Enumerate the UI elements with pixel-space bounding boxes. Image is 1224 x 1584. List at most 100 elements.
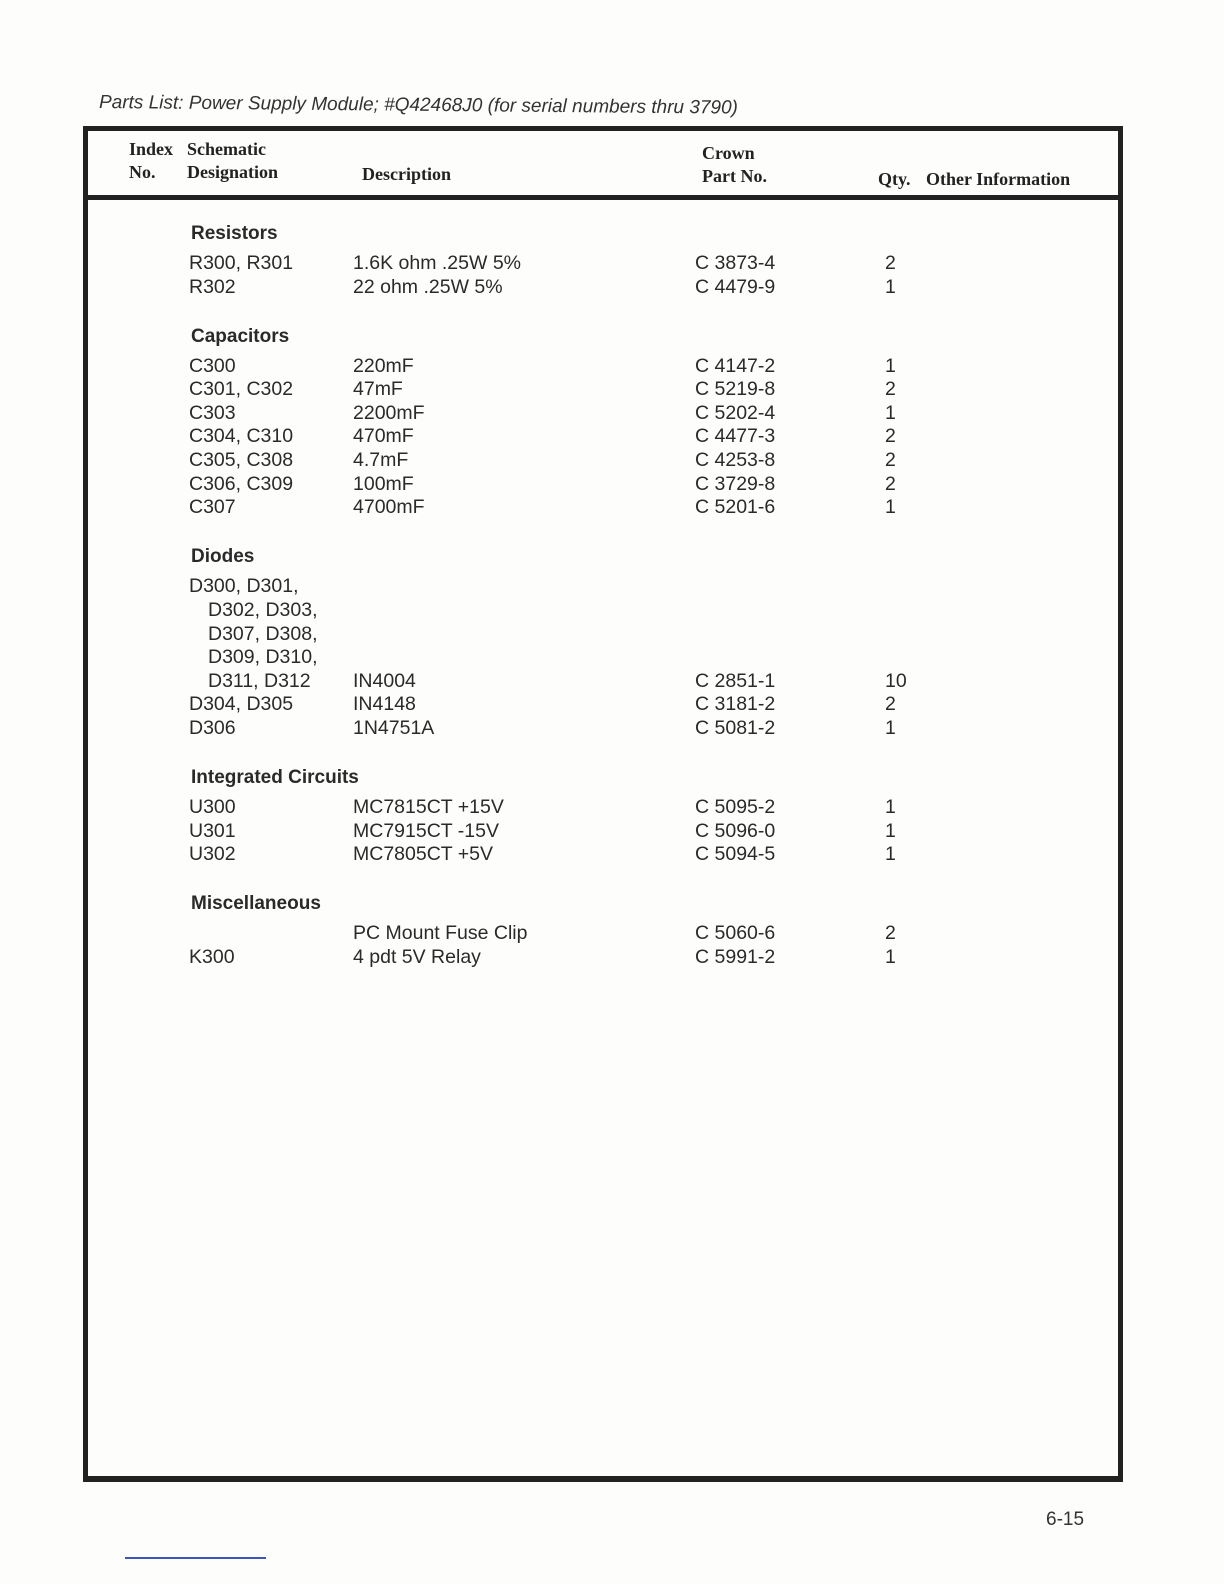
designation: D304, D305 [189, 693, 294, 716]
description: IN4004 [353, 669, 416, 692]
quantity: 2 [885, 922, 896, 945]
part-number: C 3181-2 [695, 693, 776, 716]
designation: U300 [189, 796, 236, 818]
description: IN4148 [353, 693, 416, 716]
table-row: K300 4 pdt 5V Relay C 5991-2 1 [88, 946, 1118, 982]
designation: R302 [189, 275, 236, 298]
section-gap [88, 981, 1118, 997]
page-number: 6-15 [1046, 1509, 1085, 1530]
designation: C303 [189, 401, 236, 424]
table-row: R302 22 ohm .25W 5% C 4479-9 1 [88, 276, 1118, 312]
table-row: C303 2200mF C 5202-4 1 [88, 402, 1118, 438]
designation: U301 [189, 819, 236, 842]
quantity: 2 [885, 449, 896, 472]
table-row: R300, R301 1.6K ohm .25W 5% C 3873-4 2 [88, 252, 1118, 288]
quantity: 1 [885, 401, 896, 424]
table-row: D306 1N4751A C 5081-2 1 [88, 717, 1118, 753]
parts-table: Index No. Schematic Designation Descript… [83, 126, 1123, 1482]
table-row: U300 MC7815CT +15V C 5095-2 1 [88, 796, 1118, 832]
designation: D307, D308, [208, 622, 318, 645]
table-row: C307 4700mF C 5201-6 1 [88, 496, 1118, 532]
designation: C301, C302 [189, 378, 294, 401]
header-no: No. [129, 162, 156, 182]
description: 2200mF [353, 401, 425, 424]
designation: D300, D301, [189, 575, 299, 598]
description: 470mF [353, 425, 414, 448]
quantity: 1 [885, 796, 896, 818]
table-row: D304, D305 IN4148 C 3181-2 2 [88, 693, 1118, 729]
part-number: C 5060-6 [695, 922, 776, 945]
quantity: 2 [885, 425, 896, 448]
quantity: 1 [885, 819, 896, 842]
section-heading: Miscellaneous [88, 893, 1118, 934]
page-title: Parts List: Power Supply Module; #Q42468… [98, 92, 739, 119]
header-part-no: Part No. [702, 166, 767, 186]
section-heading-text: Capacitors [191, 325, 290, 347]
part-number: C 2851-1 [695, 669, 776, 692]
quantity: 1 [885, 945, 896, 968]
quantity: 2 [885, 252, 896, 274]
table-row: D300, D301, [88, 575, 1118, 611]
description: MC7915CT -15V [353, 819, 499, 842]
description: 220mF [353, 354, 414, 377]
table-row: D307, D308, [88, 623, 1118, 659]
quantity: 10 [885, 669, 907, 692]
designation: C304, C310 [189, 425, 294, 448]
description: 100mF [353, 472, 414, 495]
part-number: C 4147-2 [695, 354, 776, 377]
part-number: C 5201-6 [695, 496, 776, 519]
quantity: 2 [885, 472, 896, 495]
description: 4 pdt 5V Relay [353, 945, 481, 968]
part-number: C 4253-8 [695, 449, 776, 472]
section-heading-text: Diodes [191, 546, 255, 568]
quantity: 1 [885, 275, 896, 298]
table-row: C301, C302 47mF C 5219-8 2 [88, 378, 1118, 414]
part-number: C 5991-2 [695, 945, 776, 968]
designation: K300 [189, 945, 235, 968]
part-number: C 5202-4 [695, 401, 776, 424]
quantity: 1 [885, 843, 896, 866]
table-row: D309, D310, [88, 646, 1118, 682]
designation: C307 [189, 496, 236, 519]
description: PC Mount Fuse Clip [353, 922, 528, 945]
quantity: 2 [885, 693, 896, 716]
quantity: 1 [885, 354, 896, 377]
designation: C305, C308 [189, 449, 294, 472]
designation: C306, C309 [189, 472, 294, 495]
designation: C300 [189, 354, 236, 377]
part-number: C 4479-9 [695, 275, 776, 298]
table-row: PC Mount Fuse Clip C 5060-6 2 [88, 922, 1118, 958]
table-row: C305, C308 4.7mF C 4253-8 2 [88, 449, 1118, 485]
header-schematic: Schematic [187, 139, 266, 159]
description: 4.7mF [353, 449, 409, 472]
designation: U302 [189, 843, 236, 866]
table-row: D311, D312 IN4004 C 2851-1 10 [88, 670, 1118, 706]
section-heading-text: Integrated Circuits [191, 767, 359, 788]
section-heading-text: Resistors [191, 223, 278, 244]
section-heading: Diodes [88, 546, 1118, 587]
designation: D309, D310, [208, 646, 318, 669]
table-row: C306, C309 100mF C 3729-8 2 [88, 473, 1118, 509]
part-number: C 5094-5 [695, 843, 776, 866]
designation: D311, D312 [208, 669, 311, 692]
designation: R300, R301 [189, 252, 294, 274]
header-designation: Designation [187, 162, 279, 182]
table-row: C300 220mF C 4147-2 1 [88, 355, 1118, 391]
description: 1N4751A [353, 716, 435, 739]
designation: D306 [189, 716, 236, 739]
part-number: C 3729-8 [695, 472, 776, 495]
section-heading-text: Miscellaneous [191, 893, 321, 915]
description: 4700mF [353, 496, 425, 519]
description: 47mF [353, 378, 403, 401]
quantity: 2 [885, 378, 896, 401]
part-number: C 4477-3 [695, 425, 776, 448]
part-number: C 3873-4 [695, 252, 776, 274]
quantity: 1 [885, 496, 896, 519]
part-number: C 5095-2 [695, 796, 776, 818]
header-other-information: Other Information [926, 169, 1071, 189]
part-number: C 5081-2 [695, 716, 776, 739]
table-row: C304, C310 470mF C 4477-3 2 [88, 425, 1118, 461]
designation: D302, D303, [208, 598, 318, 621]
section-heading: Integrated Circuits [88, 767, 1118, 808]
